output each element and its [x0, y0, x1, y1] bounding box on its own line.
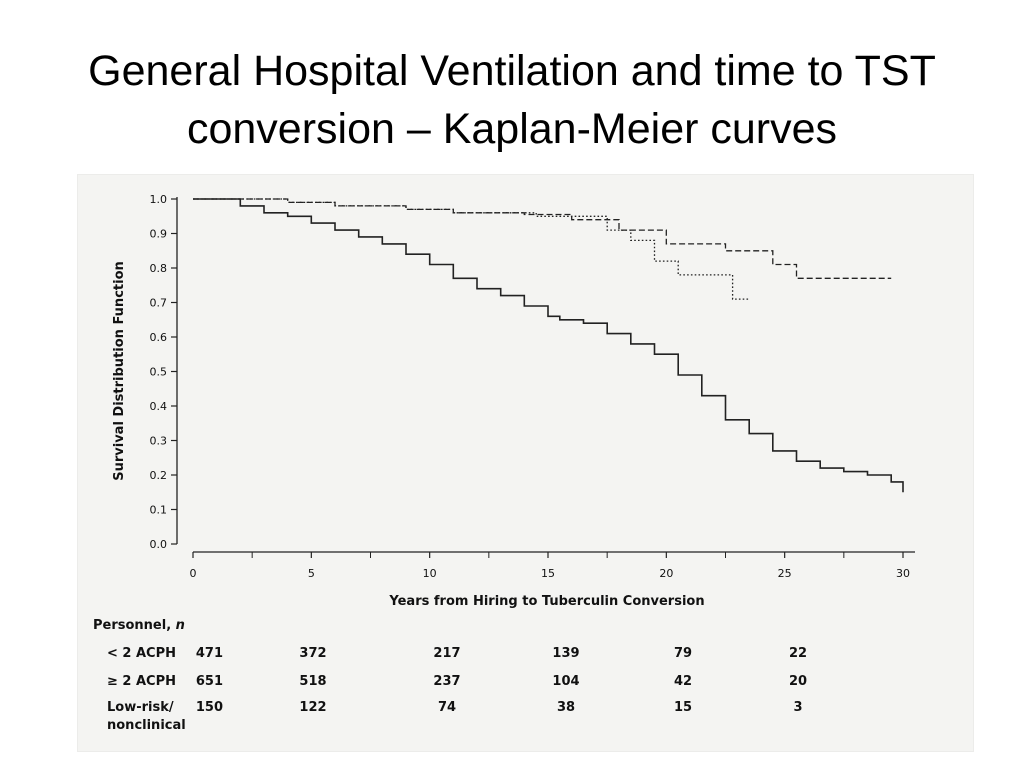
- survival-curves: [193, 198, 904, 493]
- risk-count: 74: [438, 700, 456, 715]
- x-tick-label: 10: [423, 567, 437, 580]
- risk-count: 217: [433, 646, 460, 661]
- y-tick-label: 0.9: [150, 228, 168, 241]
- slide-title: General Hospital Ventilation and time to…: [0, 42, 1024, 158]
- survival-curve-dotted: [193, 198, 750, 300]
- y-tick-label: 0.0: [150, 538, 168, 551]
- figure-scan: 0.0 0.1 0.2 0.3 0.4 0.5 0.6 0.7 0.8 0.9 1.0 0 5 10 15 2…: [77, 174, 974, 752]
- risk-count: 79: [674, 646, 692, 661]
- risk-count: 38: [557, 700, 575, 715]
- risk-row-label: nonclinical: [107, 718, 186, 733]
- risk-count: 15: [674, 700, 692, 715]
- slide-title-line-2: conversion – Kaplan-Meier curves: [186, 105, 838, 153]
- survival-curve-dashed: [193, 198, 892, 279]
- y-tick-label: 0.6: [150, 331, 168, 344]
- risk-count: 372: [299, 646, 326, 661]
- risk-count: 651: [196, 674, 223, 689]
- risk-count: 20: [789, 674, 807, 689]
- slide-title-line-1: General Hospital Ventilation and time to…: [88, 47, 936, 95]
- risk-row-label: < 2 ACPH: [107, 646, 176, 661]
- y-tick-label: 0.7: [150, 297, 168, 310]
- risk-count: 237: [433, 674, 460, 689]
- kaplan-meier-chart: 0.0 0.1 0.2 0.3 0.4 0.5 0.6 0.7 0.8 0.9 1.0 0 5 10 15 2…: [93, 193, 915, 733]
- y-tick-label: 0.2: [150, 469, 168, 482]
- risk-row-label: ≥ 2 ACPH: [107, 674, 176, 689]
- risk-count: 104: [552, 674, 579, 689]
- risk-count: 22: [789, 646, 807, 661]
- y-axis-title: Survival Distribution Function: [112, 261, 127, 481]
- risk-row-label: Low-risk/: [107, 700, 174, 715]
- y-tick-label: 0.5: [150, 366, 168, 379]
- risk-count: 122: [299, 700, 326, 715]
- x-tick-label: 30: [896, 567, 910, 580]
- risk-count: 139: [552, 646, 579, 661]
- y-tick-label: 0.8: [150, 262, 168, 275]
- y-tick-label: 1.0: [150, 193, 168, 206]
- survival-curve-solid: [193, 198, 904, 493]
- x-tick-label: 5: [308, 567, 315, 580]
- y-tick-label: 0.1: [150, 504, 168, 517]
- risk-count: 150: [196, 700, 223, 715]
- risk-count: 471: [196, 646, 223, 661]
- x-tick-label: 15: [541, 567, 555, 580]
- risk-count: 3: [793, 700, 802, 715]
- risk-table-header: Personnel, n: [93, 618, 185, 633]
- x-tick-label: 25: [778, 567, 792, 580]
- x-tick-label: 0: [190, 567, 197, 580]
- x-tick-label: 20: [659, 567, 673, 580]
- risk-count: 518: [299, 674, 326, 689]
- axes: 0.0 0.1 0.2 0.3 0.4 0.5 0.6 0.7 0.8 0.9 1.0 0 5 10 15 2…: [112, 193, 915, 609]
- risk-count: 42: [674, 674, 692, 689]
- number-at-risk-table: Personnel, n < 2 ACPH 471 372 217 139 79 22 ≥ 2 …: [93, 618, 807, 733]
- x-axis-title: Years from Hiring to Tuberculin Conversi…: [388, 594, 704, 609]
- y-tick-label: 0.4: [150, 400, 168, 413]
- y-tick-label: 0.3: [150, 435, 168, 448]
